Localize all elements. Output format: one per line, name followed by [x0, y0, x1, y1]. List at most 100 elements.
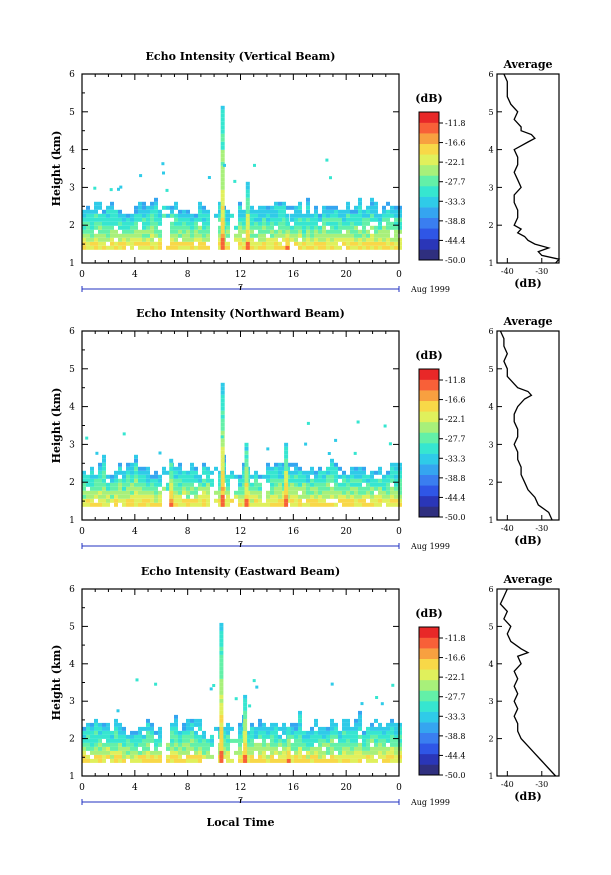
heatmap-cell: [314, 730, 318, 735]
heatmap-cell: [378, 730, 382, 735]
heatmap-cell: [322, 730, 326, 735]
heatmap-cell: [378, 490, 382, 495]
heatmap-cell: [318, 754, 322, 759]
heatmap-cell: [254, 470, 258, 475]
heatmap-cells: [82, 622, 402, 763]
heatmap-cell: [186, 718, 190, 723]
heatmap-cell: [362, 494, 366, 499]
heatmap-cell: [362, 466, 366, 471]
heatmap-cell: [374, 498, 378, 503]
heatmap-cell: [146, 466, 150, 471]
heatmap-cell: [378, 229, 382, 234]
heatmap-cell: [174, 734, 178, 739]
heatmap-cell: [318, 470, 322, 475]
x-tick-label: 0: [79, 270, 85, 280]
heatmap-cell: [398, 758, 402, 763]
heatmap-cell: [342, 474, 346, 479]
echo-cell: [353, 451, 357, 455]
average-y-tick-label: 5: [488, 108, 493, 117]
heatmap-cell: [130, 474, 134, 479]
colorbar-tick-label: -50.0: [445, 513, 466, 522]
heatmap-cell: [394, 754, 398, 759]
heatmap-cell: [386, 494, 390, 499]
heatmap-cell: [178, 470, 182, 475]
heatmap-cell: [86, 722, 90, 727]
plume-cell: [219, 674, 224, 679]
heatmap-cell: [398, 490, 402, 495]
heatmap-cell: [182, 482, 186, 487]
heatmap-cell: [242, 241, 246, 246]
y-tick-label: 6: [69, 585, 75, 595]
heatmap-cell: [222, 754, 226, 759]
heatmap-cell: [326, 738, 330, 743]
heatmap-cell: [378, 746, 382, 751]
heatmap-cell: [366, 205, 370, 210]
heatmap-cell: [82, 726, 86, 731]
heatmap-cell: [338, 754, 342, 759]
average-y-tick-label: 3: [488, 697, 493, 706]
heatmap-cell: [198, 746, 202, 751]
plume-cell: [285, 229, 290, 234]
heatmap-cell: [278, 726, 282, 731]
heatmap-cell: [114, 486, 118, 491]
heatmap-cell: [106, 754, 110, 759]
heatmap-cell: [242, 502, 246, 507]
heatmap-cell: [250, 221, 254, 226]
heatmap-cell: [174, 722, 178, 727]
heatmap-cell: [398, 482, 402, 487]
plume-cell: [169, 498, 174, 503]
heatmap-cell: [254, 221, 258, 226]
heatmap-cell: [174, 201, 178, 206]
plume-cell: [220, 185, 225, 190]
heatmap-cell: [334, 225, 338, 230]
heatmap-cell: [126, 225, 130, 230]
heatmap-cell: [310, 466, 314, 471]
heatmap-cell: [338, 730, 342, 735]
heatmap-cell: [122, 490, 126, 495]
heatmap-cell: [390, 734, 394, 739]
colorbar-swatch: [419, 390, 439, 402]
heatmap-cell: [394, 245, 398, 250]
heatmap-cell: [330, 233, 334, 238]
heatmap-cell: [294, 486, 298, 491]
heatmap-cell: [322, 209, 326, 214]
heatmap-cell: [218, 229, 222, 234]
heatmap-cell: [358, 718, 362, 723]
heatmap-cell: [174, 738, 178, 743]
heatmap-cell: [190, 738, 194, 743]
heatmap-cell: [342, 241, 346, 246]
heatmap-cell: [294, 726, 298, 731]
heatmap-cell: [98, 221, 102, 226]
plume-cell: [245, 213, 250, 218]
heatmap-cell: [142, 237, 146, 242]
heatmap-cell: [362, 498, 366, 503]
heatmap-cell: [270, 205, 274, 210]
plume-cell: [219, 670, 224, 675]
heatmap-cell: [194, 754, 198, 759]
plume-cell: [284, 502, 289, 507]
heatmap-cell: [386, 738, 390, 743]
heatmap-cell: [390, 494, 394, 499]
heatmap-cell: [354, 205, 358, 210]
heatmap-cell: [194, 229, 198, 234]
y-tick-label: 2: [69, 478, 75, 488]
heatmap-cell: [254, 746, 258, 751]
colorbar-tick-label: -16.6: [445, 396, 466, 405]
heatmap-cell: [150, 498, 154, 503]
heatmap-cell: [82, 502, 86, 507]
heatmap-cell: [346, 217, 350, 222]
heatmap-cell: [366, 502, 370, 507]
plume-cell: [220, 129, 225, 134]
heatmap-cell: [318, 478, 322, 483]
heatmap-cell: [262, 742, 266, 747]
colorbar-tick-label: -38.8: [445, 732, 466, 741]
heatmap-cell: [306, 237, 310, 242]
heatmap-cell: [126, 738, 130, 743]
heatmap-cell: [90, 502, 94, 507]
heatmap-cell: [350, 225, 354, 230]
heatmap-cell: [310, 738, 314, 743]
average-x-tick-label: -30: [535, 267, 548, 276]
plume-cell: [284, 474, 289, 479]
heatmap-cell: [206, 470, 210, 475]
